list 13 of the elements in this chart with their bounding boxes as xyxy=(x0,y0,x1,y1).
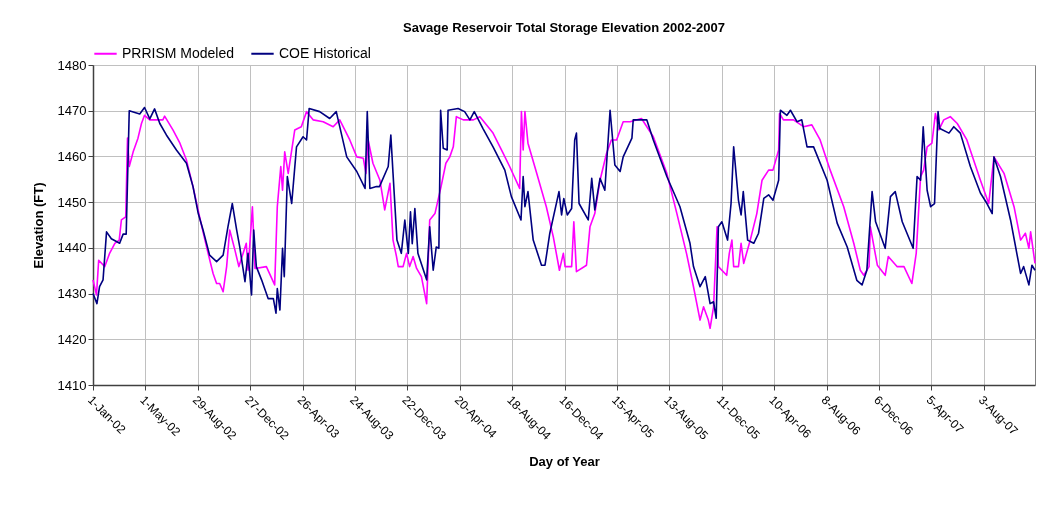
y-tick-label: 1410 xyxy=(57,377,87,393)
x-axis-title: Day of Year xyxy=(529,453,600,469)
y-axis-title: Elevation (FT) xyxy=(30,182,46,269)
y-tick-label: 1420 xyxy=(57,331,87,347)
legend-label: COE Historical xyxy=(279,44,371,61)
y-tick-label: 1430 xyxy=(57,286,87,302)
legend-label: PRRISM Modeled xyxy=(122,44,235,61)
y-tick-label: 1440 xyxy=(57,240,87,256)
y-tick-label: 1480 xyxy=(57,57,87,73)
y-tick-label: 1450 xyxy=(57,194,87,210)
chart-title: Savage Reservoir Total Storage Elevation 2002-2007 xyxy=(402,20,726,35)
y-tick-label: 1460 xyxy=(57,148,87,164)
y-tick-label: 1470 xyxy=(57,103,87,119)
